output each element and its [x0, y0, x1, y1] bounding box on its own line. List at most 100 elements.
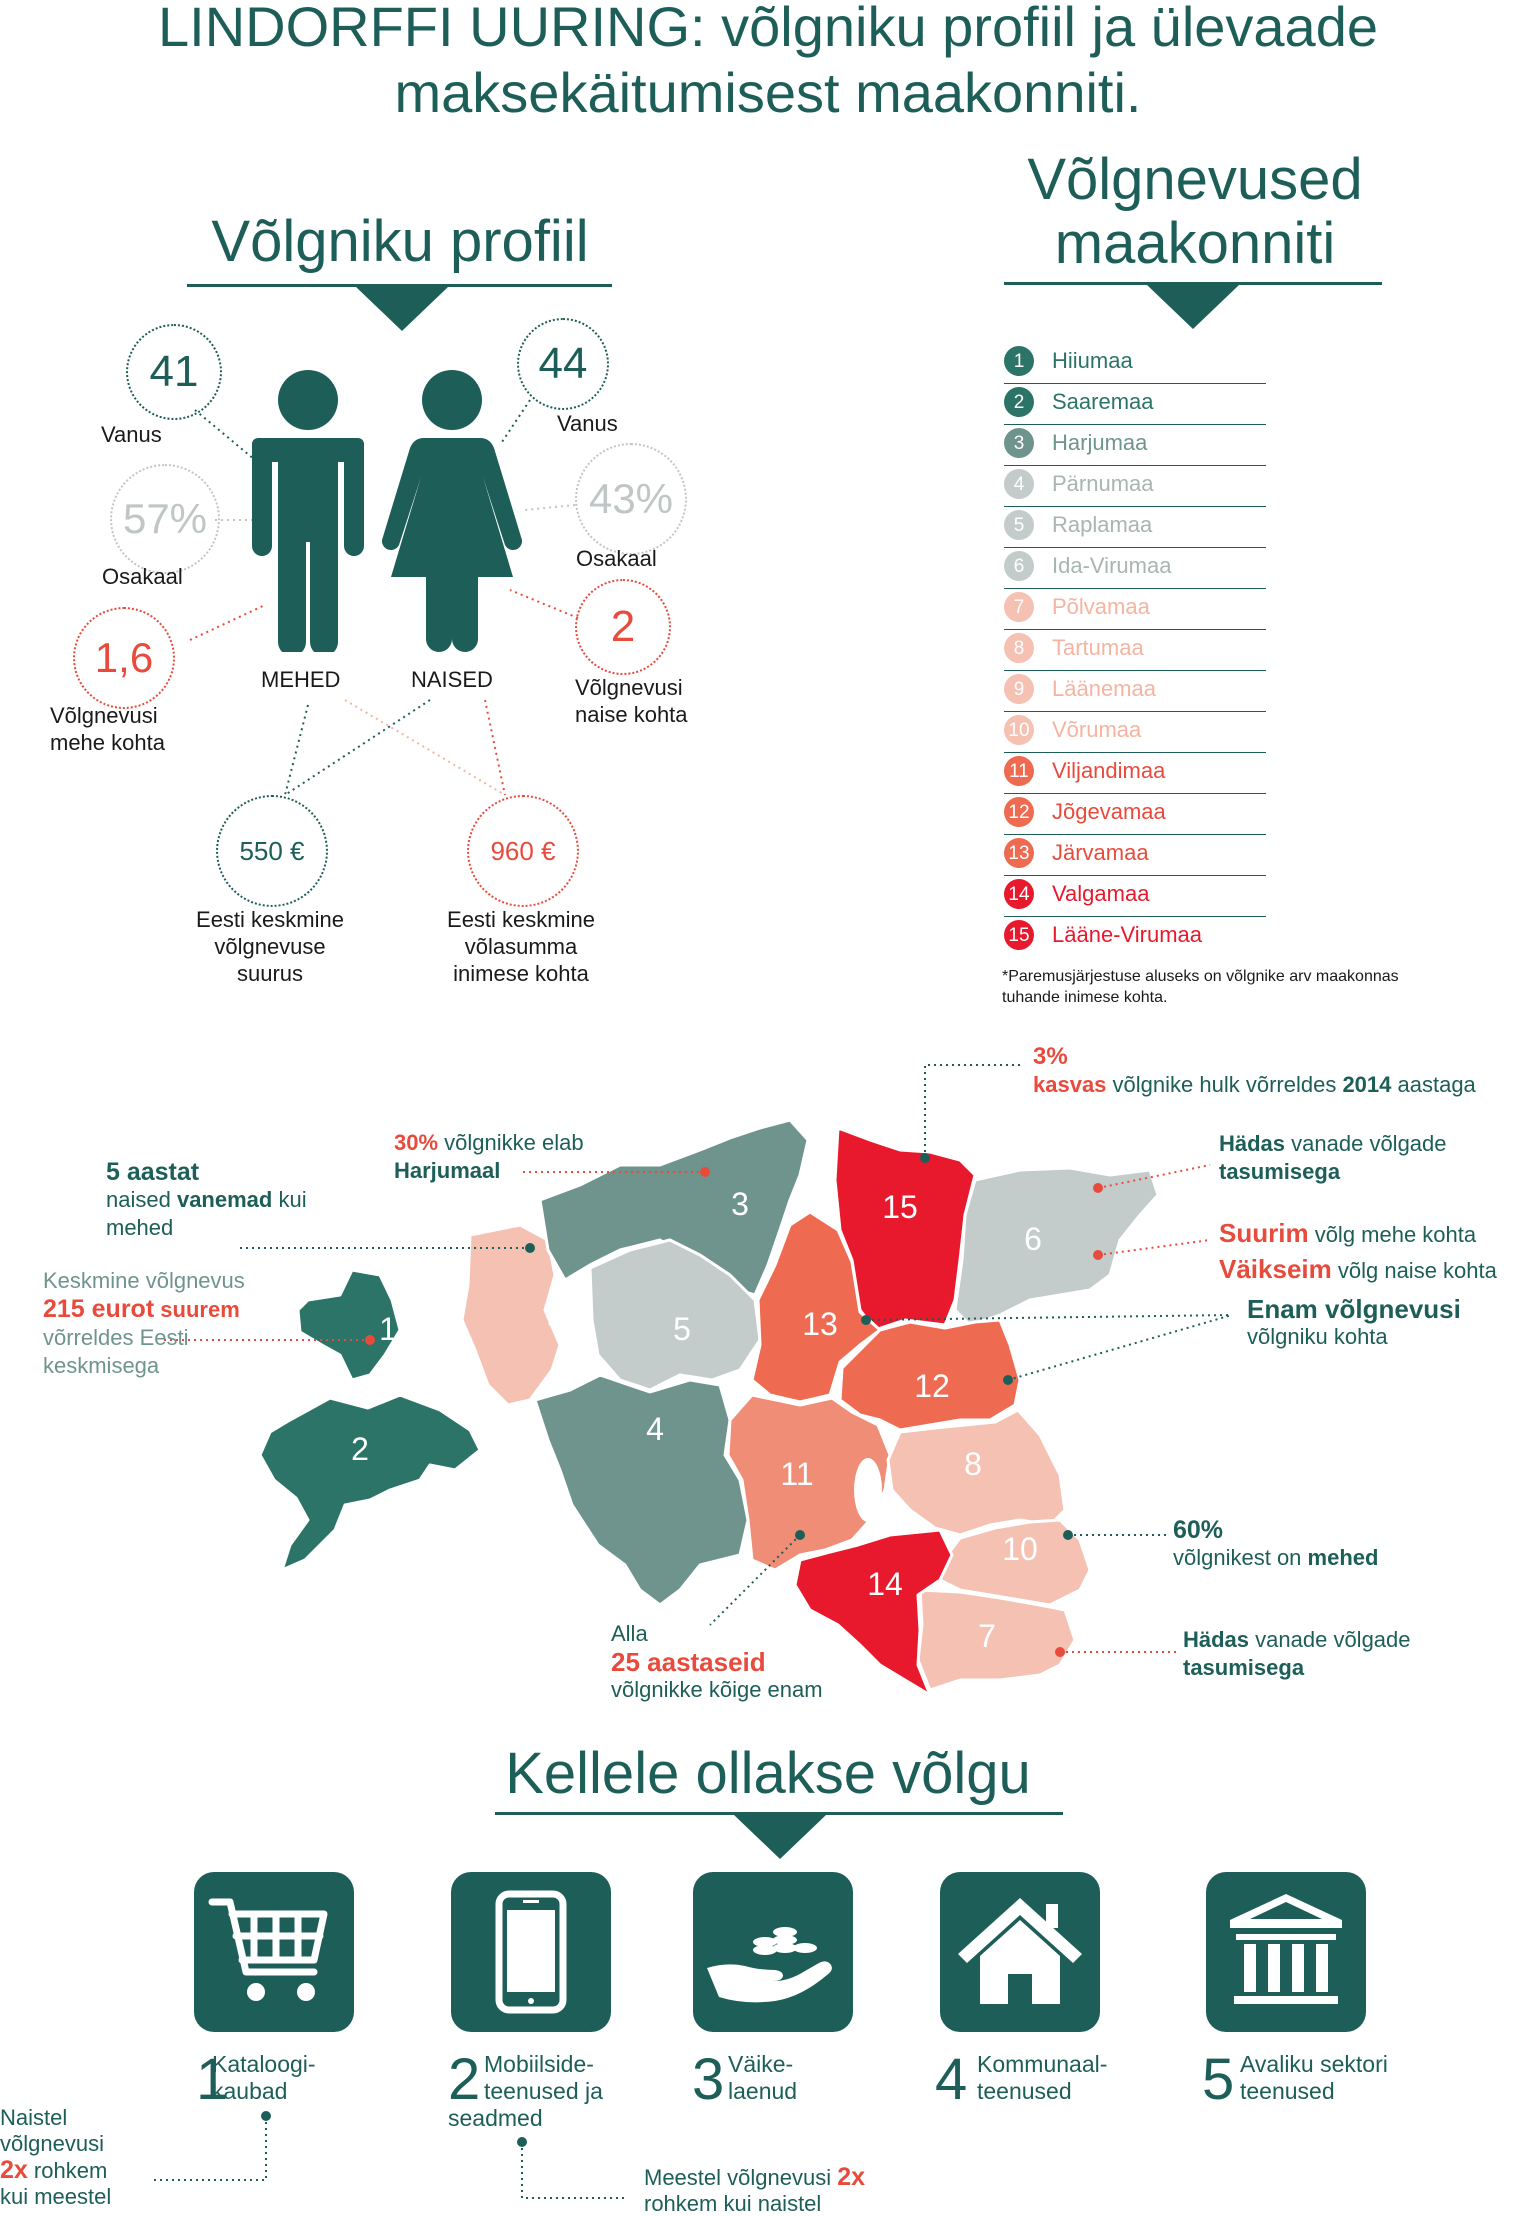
region-name-8: Tartumaa	[1052, 635, 1144, 660]
men-share-label: Osakaal	[102, 564, 183, 589]
avg-sum-label: Eesti keskmine võlasumma inimese kohta	[421, 906, 621, 987]
women-debts-label-2: naise kohta	[575, 702, 688, 727]
annotation-avg-debt-3: võrreldes Eesti	[43, 1325, 189, 1350]
region-row-2: 2 Saaremaa	[1004, 383, 1266, 425]
annotation-men60-a: võlgnikest on	[1173, 1545, 1308, 1570]
region-name-11: Viljandimaa	[1052, 758, 1166, 783]
annotation-women-older: 5 aastat naised vanemad kui mehed	[106, 1158, 307, 1242]
region-name-6: Ida-Virumaa	[1052, 553, 1172, 578]
region-num-15: 15	[1004, 920, 1034, 950]
annotation-women-older-3: mehed	[106, 1215, 174, 1240]
avg-sum-label-1: Eesti keskmine	[447, 907, 595, 932]
annotation-avg-debt-amount: 215 eurot	[43, 1295, 155, 1323]
avg-debt-label: Eesti keskmine võlgnevuse suurus	[170, 906, 370, 987]
dot-avg-debt	[365, 1335, 375, 1345]
map-label-10: 10	[1002, 1531, 1038, 1567]
men-age-label: Vanus	[101, 422, 162, 447]
region-num-13: 13	[1004, 838, 1034, 868]
region-name-15: Lääne-Virumaa	[1052, 922, 1203, 947]
region-polvamaa	[916, 1588, 1077, 1692]
annotation-old-debts-2-line2: tasumisega	[1183, 1654, 1411, 1682]
dot-age	[795, 1530, 805, 1540]
creditor-2-label-3: seadmed	[448, 2105, 543, 2131]
creditor-4-label: Kommunaal- teenused	[977, 2051, 1177, 2105]
region-num-1: 1	[1004, 346, 1034, 376]
annotation-min-line: Väikseim võlg naise kohta	[1219, 1252, 1497, 1288]
region-ida-virumaa	[953, 1166, 1160, 1327]
region-row-8: 8 Tartumaa	[1004, 629, 1266, 671]
profile-heading: Võlgniku profiil	[211, 209, 589, 274]
region-name-7: Põlvamaa	[1052, 594, 1150, 619]
region-viljandimaa	[726, 1393, 892, 1572]
annotation-old-debts-1-a: Hädas	[1219, 1131, 1286, 1156]
note-men-2x-text: Meestel võlgnevusi	[644, 2165, 838, 2190]
annotation-old-debts-1-c: tasumisega	[1219, 1159, 1341, 1184]
connector-women-2x	[150, 2116, 267, 2181]
annotation-old-debts-2-b: vanade võlgade	[1249, 1627, 1411, 1652]
man-figure-icon	[252, 370, 364, 652]
region-row-12: 12 Jõgevamaa	[1004, 793, 1266, 835]
annotation-more-debts-2: võlgniku kohta	[1247, 1324, 1388, 1349]
dot-max-min	[1093, 1250, 1103, 1260]
men-label: MEHED	[261, 667, 341, 692]
avg-debt-label-2: võlgnevuse	[214, 934, 326, 959]
annotation-age-1: Alla	[611, 1621, 648, 1646]
region-row-9: 9 Läänemaa	[1004, 670, 1266, 712]
men-debts-label-2: mehe kohta	[50, 730, 165, 755]
annotation-growth-year: 2014	[1342, 1072, 1392, 1097]
women-label: NAISED	[411, 667, 493, 692]
note-men-2x: Meestel võlgnevusi 2x rohkem kui naistel	[644, 2164, 865, 2217]
men-debts-label: Võlgnevusi mehe kohta	[50, 702, 165, 756]
lake-vortsjarv	[854, 1458, 882, 1522]
page-title: LINDORFFI UURING: võlgniku profiil ja ül…	[0, 0, 1536, 126]
annotation-old-debts-2: Hädas vanade võlgade tasumisega	[1183, 1626, 1411, 1682]
region-jogevamaa	[838, 1318, 1022, 1432]
men-debts-label-1: Võlgnevusi	[50, 703, 158, 728]
annotation-more-debts: Enam võlgnevusi võlgniku kohta	[1247, 1295, 1461, 1351]
region-row-5: 5 Raplamaa	[1004, 506, 1266, 548]
annotation-more-debts-1: Enam võlgnevusi	[1247, 1294, 1461, 1324]
annotation-min-text: võlg naise kohta	[1331, 1258, 1497, 1283]
region-num-10: 10	[1004, 715, 1034, 745]
note-men-2x-2: rohkem kui naistel	[644, 2191, 822, 2216]
men-age-value: 41	[149, 347, 199, 396]
creditor-1-label-2: kaubad	[212, 2078, 288, 2104]
note-women-2x-3: 2x rohkem	[0, 2157, 111, 2184]
annotation-avg-debt: Keskmine võlgnevus 215 eurot suurem võrr…	[43, 1267, 245, 1380]
annotation-harju-pct: 30%	[394, 1130, 439, 1155]
note-men-2x-mult: 2x	[837, 2163, 866, 2191]
creditor-2-label-2: teenused ja	[484, 2078, 603, 2104]
annotation-old-debts-2-c: tasumisega	[1183, 1655, 1305, 1680]
region-name-9: Läänemaa	[1052, 676, 1156, 701]
annotation-max-word: Suurim	[1219, 1218, 1309, 1248]
annotation-growth-end: aastaga	[1391, 1072, 1476, 1097]
region-num-2: 2	[1004, 387, 1034, 417]
map-label-15: 15	[882, 1189, 918, 1225]
annotation-avg-debt-1: Keskmine võlgnevus	[43, 1268, 245, 1293]
annotation-min-word: Väikseim	[1219, 1254, 1332, 1284]
region-num-12: 12	[1004, 797, 1034, 827]
dot-more-debts-1	[861, 1315, 871, 1325]
men-share-value: 57%	[122, 495, 208, 542]
avg-sum-value: 960 €	[490, 836, 556, 866]
annotation-men60-text: võlgnikest on mehed	[1173, 1544, 1378, 1572]
map-label-14: 14	[867, 1566, 903, 1602]
women-share-circle: 43%	[575, 443, 687, 555]
region-row-14: 14 Valgamaa	[1004, 875, 1266, 917]
region-num-4: 4	[1004, 469, 1034, 499]
dot-men-2x	[517, 2137, 527, 2147]
connector-men-age	[194, 409, 256, 461]
women-age-label: Vanus	[557, 411, 618, 436]
annotation-old-debts-1-b: vanade võlgade	[1285, 1131, 1447, 1156]
bank-icon	[1230, 1894, 1342, 2004]
regions-heading-rule	[1004, 282, 1382, 285]
creditor-4-num: 4	[935, 2047, 968, 2112]
region-num-9: 9	[1004, 674, 1034, 704]
dot-harju	[700, 1167, 710, 1177]
region-valgamaa	[793, 1528, 954, 1697]
connector-more-debts	[865, 1314, 1233, 1321]
annotation-old-debts-1-line1: Hädas vanade võlgade	[1219, 1130, 1447, 1158]
connector-men-debts	[189, 604, 266, 641]
creditor-5-label-1: Avaliku sektori	[1240, 2051, 1388, 2077]
note-women-2x-1: Naistel	[0, 2105, 68, 2130]
